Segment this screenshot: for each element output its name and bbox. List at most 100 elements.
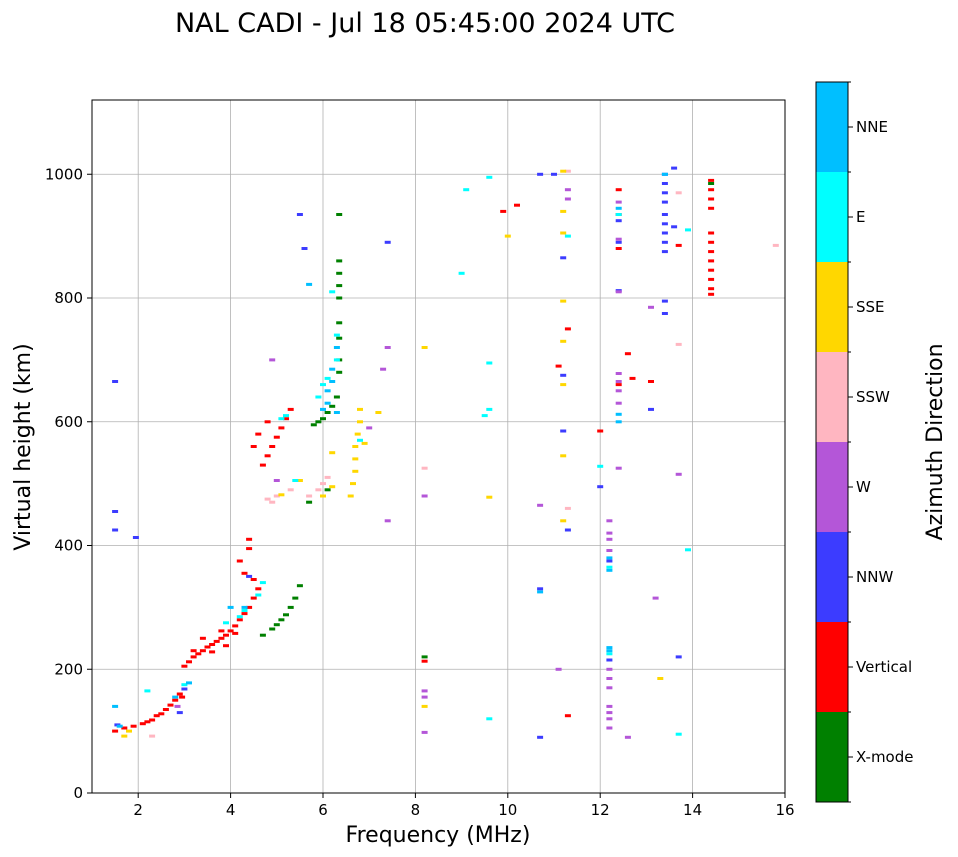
x-tick-label: 8 (411, 801, 421, 819)
y-tick-label: 400 (54, 537, 83, 555)
data-point (421, 659, 428, 663)
data-point (421, 346, 428, 349)
data-point (606, 646, 613, 650)
colorbar-frame (815, 81, 849, 803)
series-nne (112, 172, 668, 728)
data-point (629, 376, 636, 380)
data-point (560, 169, 567, 173)
data-point (463, 188, 470, 192)
y-tick-label: 600 (54, 413, 83, 431)
data-point (560, 383, 567, 387)
data-point (486, 407, 493, 411)
data-point (329, 404, 336, 408)
data-point (708, 182, 715, 185)
data-point (121, 734, 128, 738)
data-point (241, 612, 248, 616)
data-point (186, 660, 192, 664)
data-point (648, 407, 654, 411)
data-point (661, 240, 668, 244)
data-point (176, 692, 183, 696)
data-point (606, 556, 613, 560)
data-point (615, 206, 622, 210)
data-point (199, 636, 206, 640)
data-point (606, 726, 613, 730)
data-point (250, 578, 257, 581)
data-point (615, 420, 622, 424)
data-point (615, 240, 622, 244)
data-point (149, 734, 156, 738)
data-point (564, 506, 571, 510)
data-point (278, 417, 285, 421)
data-point (149, 718, 156, 722)
data-point (223, 621, 229, 625)
data-point (324, 475, 331, 479)
x-tick-label: 10 (498, 801, 517, 819)
data-point (333, 411, 340, 414)
data-point (708, 197, 715, 201)
data-point (537, 590, 544, 594)
data-point (675, 655, 682, 659)
data-point (615, 188, 622, 192)
data-point (112, 380, 119, 383)
data-point (421, 695, 428, 699)
data-point (708, 240, 715, 244)
data-point (144, 689, 151, 693)
data-point (615, 383, 622, 387)
data-point (685, 228, 691, 232)
data-point (259, 581, 266, 585)
data-point (671, 225, 678, 229)
data-point (329, 485, 336, 489)
data-point (555, 364, 562, 368)
data-point (132, 536, 139, 539)
data-point (255, 432, 262, 436)
data-point (661, 172, 668, 176)
data-point (661, 231, 668, 235)
colorbar-tick-label: Vertical (856, 658, 912, 676)
data-point (296, 213, 303, 216)
data-point (176, 711, 183, 715)
data-point (537, 587, 544, 591)
data-point (126, 729, 132, 733)
data-point (241, 571, 248, 575)
data-point (264, 454, 271, 458)
data-point (661, 299, 668, 303)
data-point (283, 613, 289, 617)
data-point (606, 686, 613, 690)
data-point (301, 247, 308, 250)
data-point (190, 649, 197, 653)
data-point (336, 370, 343, 374)
data-point (615, 247, 622, 250)
data-point (232, 631, 239, 635)
data-point (615, 372, 622, 375)
data-point (564, 197, 571, 201)
data-point (661, 191, 668, 195)
colorbar-segment (816, 172, 848, 262)
data-point (564, 528, 571, 532)
data-point (181, 664, 188, 668)
data-point (671, 166, 678, 170)
data-point (241, 609, 248, 612)
colorbar-tick-label: NNW (856, 568, 893, 586)
data-point (597, 429, 604, 433)
data-point (560, 519, 567, 523)
data-point (329, 380, 336, 383)
data-point (223, 633, 229, 637)
data-point (324, 401, 331, 405)
series-ssw (149, 169, 779, 738)
data-point (606, 677, 613, 680)
data-point (223, 644, 229, 648)
data-point (112, 704, 119, 708)
data-point (112, 528, 119, 532)
data-point (181, 683, 188, 687)
data-point (366, 426, 373, 430)
colorbar-segment (816, 262, 848, 352)
data-point (661, 222, 668, 226)
data-point (269, 500, 276, 504)
colorbar-segment (816, 712, 848, 802)
chart-title: NAL CADI - Jul 18 05:45:00 2024 UTC (175, 8, 675, 39)
data-point (306, 500, 313, 504)
data-point (336, 336, 343, 340)
data-point (384, 346, 391, 349)
data-point (421, 689, 428, 693)
data-point (352, 469, 359, 473)
